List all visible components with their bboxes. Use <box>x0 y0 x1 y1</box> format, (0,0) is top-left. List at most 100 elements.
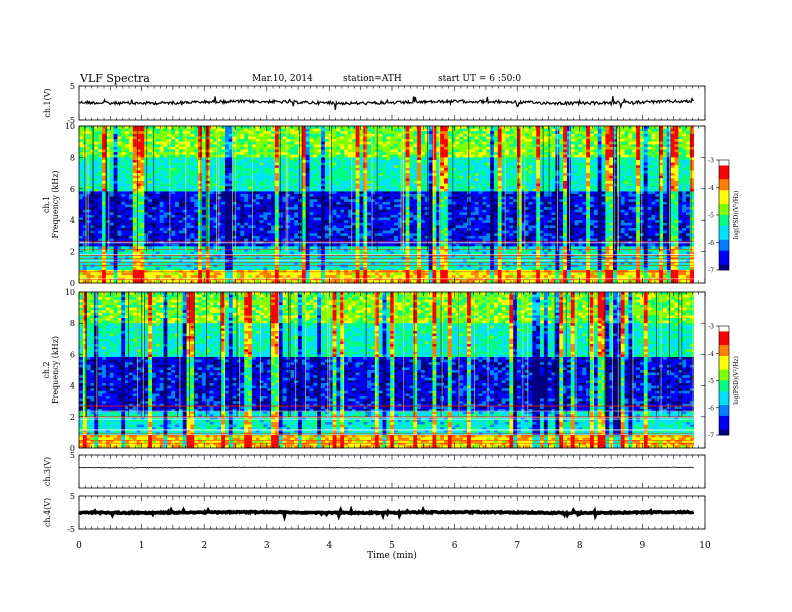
spectrogram-cell <box>674 194 679 197</box>
spectrogram-cell <box>493 173 499 177</box>
spectrogram-cell <box>586 149 591 153</box>
spectrogram-cell <box>117 131 122 135</box>
spectrogram-cell <box>563 196 568 200</box>
spectrogram-cell <box>251 199 257 203</box>
spectrogram-cell <box>378 133 383 137</box>
spectrogram-cell <box>593 201 598 205</box>
header-start-time: start UT = 6 :50:0 <box>438 74 521 84</box>
spectrogram-cell <box>240 191 245 195</box>
spectrogram-cell <box>451 191 456 195</box>
spectrogram-cell <box>520 188 525 192</box>
spectrogram-cell <box>305 136 310 140</box>
spectrogram-cell <box>244 146 249 150</box>
spectrogram-cell <box>371 152 376 156</box>
spectrogram-cell <box>493 162 499 166</box>
spectrogram-cell <box>682 160 687 163</box>
spectrogram-cell <box>593 154 598 158</box>
spectrogram-cell <box>132 131 137 135</box>
spectrogram-cell <box>363 180 368 184</box>
spectrogram-cell <box>509 152 514 156</box>
spectrogram-cell <box>417 167 422 171</box>
spectrogram-cell <box>228 178 233 182</box>
spectrogram-cell <box>590 196 595 200</box>
spectrogram-cell <box>447 157 452 161</box>
spectrogram-cell <box>663 139 668 142</box>
spectrogram-cell <box>98 133 103 137</box>
spectrogram-cell <box>113 144 118 148</box>
spectrogram-cell <box>686 196 691 200</box>
spectrogram-cell <box>547 149 552 153</box>
spectrogram-cell <box>382 165 387 169</box>
spectrogram-cell <box>455 186 460 190</box>
spectrogram-cell <box>286 170 291 174</box>
spectrogram-cell <box>251 188 257 192</box>
spectrogram-cell <box>155 180 160 184</box>
spectrogram-cell <box>451 160 456 163</box>
spectrogram-cell <box>86 175 91 179</box>
spectrogram-cell <box>559 199 564 203</box>
spectrogram-cell <box>278 165 283 169</box>
spectrogram-cell <box>501 131 506 135</box>
spectrogram-cell <box>543 186 549 190</box>
spectrogram-cell <box>643 144 648 148</box>
spectrogram-cell <box>609 194 614 197</box>
spectrogram-cell <box>524 128 529 132</box>
spectrogram-cell <box>613 186 618 190</box>
spectrogram-cell <box>301 128 306 132</box>
spectrogram-cell <box>225 201 230 205</box>
spectrogram-cell <box>474 131 479 135</box>
spectrogram-cell <box>436 191 441 195</box>
spectrogram-cell <box>132 128 137 132</box>
spectrogram-cell <box>328 194 333 197</box>
spectrogram-cell <box>632 199 637 203</box>
spectrogram-cell <box>582 165 587 169</box>
spectrogram-cell <box>178 191 184 195</box>
spectrogram-cell <box>278 144 283 148</box>
spectrogram-cell <box>79 188 84 192</box>
spectrogram-cell <box>121 139 126 142</box>
spectrogram-cell <box>328 136 333 140</box>
spectrogram-cell <box>605 173 610 177</box>
spectrogram-cell <box>405 149 410 153</box>
spectrogram-cell <box>198 160 203 163</box>
spectrogram-cell <box>344 191 349 195</box>
spectrogram-cell <box>167 139 172 142</box>
spectrogram-cell <box>113 160 118 163</box>
spectrogram-cell <box>382 139 387 142</box>
spectrogram-cell <box>271 188 276 192</box>
spectrogram-cell <box>324 162 330 166</box>
spectrogram-cell <box>459 201 464 205</box>
spectrogram-cell <box>351 131 356 135</box>
spectrogram-cell <box>420 136 426 140</box>
spectrogram-cell <box>424 139 429 142</box>
spectrogram-cell <box>198 136 203 140</box>
spectrogram-cell <box>689 186 695 190</box>
spectrogram-cell <box>532 128 537 132</box>
spectrogram-cell <box>186 136 191 140</box>
spectrogram-cell <box>636 162 641 166</box>
spectrogram-cell <box>355 160 360 163</box>
spectrogram-cell <box>282 170 287 174</box>
spectrogram-cell <box>255 178 260 182</box>
spectrogram-cell <box>674 199 679 203</box>
spectrogram-cell <box>689 144 695 148</box>
spectrogram-cell <box>148 152 153 156</box>
spectrogram-cell <box>344 162 349 166</box>
spectrogram-cell <box>463 157 468 161</box>
spectrogram-cell <box>301 152 306 156</box>
spectrogram-cell <box>221 178 226 182</box>
spectrogram-cell <box>455 133 460 137</box>
spectrogram-cell <box>90 175 95 179</box>
spectrogram-cell <box>520 167 525 171</box>
spectrogram-cell <box>478 157 483 161</box>
spectrogram-cell <box>351 160 356 163</box>
spectrogram-cell <box>228 157 233 161</box>
spectrogram-cell <box>321 175 326 179</box>
spectrogram-cell <box>201 162 207 166</box>
spectrogram-cell <box>628 160 633 163</box>
spectrogram-cell <box>351 139 356 142</box>
spectrogram-cell <box>94 154 99 158</box>
spectrogram-cell <box>305 152 310 156</box>
spectrogram-cell <box>566 175 572 179</box>
